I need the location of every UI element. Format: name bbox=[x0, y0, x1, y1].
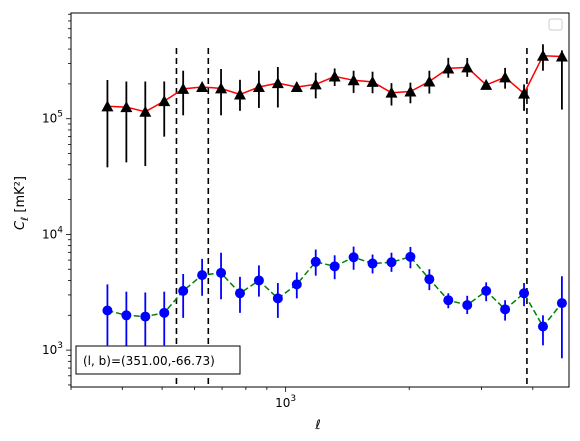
series-2-point bbox=[348, 252, 359, 263]
series-2-point bbox=[159, 307, 170, 318]
series-1-point bbox=[120, 101, 133, 113]
series-2-point bbox=[500, 304, 511, 315]
series-2-point bbox=[481, 285, 492, 296]
series-1-point bbox=[271, 77, 284, 89]
series-1-point bbox=[252, 81, 265, 93]
y-axis-label: Cℓ [mK²] bbox=[13, 176, 31, 230]
series-2-point bbox=[310, 256, 321, 267]
series-2-point bbox=[462, 300, 473, 311]
series-1-point bbox=[536, 49, 549, 61]
plot-area-frame bbox=[70, 12, 570, 388]
series-1-point bbox=[442, 62, 455, 74]
series-2-point bbox=[537, 321, 548, 332]
series-2-point bbox=[329, 261, 340, 272]
series-1-point bbox=[347, 74, 360, 86]
series-1-point bbox=[404, 85, 417, 97]
series-2-point bbox=[253, 275, 264, 286]
y-tick-label: 105 bbox=[42, 110, 63, 126]
x-tick-label: 103 bbox=[275, 394, 296, 410]
y-tick-label: 104 bbox=[42, 225, 63, 241]
series-2-point bbox=[367, 258, 378, 269]
series-1-point bbox=[215, 82, 228, 94]
annotation-text: (l, b)=(351.00,-66.73) bbox=[83, 354, 215, 368]
series-2-point bbox=[197, 270, 208, 281]
series-2-point bbox=[140, 311, 151, 322]
series-2-point bbox=[216, 267, 227, 278]
series-2-point bbox=[234, 288, 245, 299]
data-series bbox=[101, 44, 568, 359]
series-2-point bbox=[121, 310, 132, 321]
series-1-point bbox=[499, 71, 512, 83]
series-1-point bbox=[385, 86, 398, 98]
series-2-point bbox=[178, 285, 189, 296]
vertical-reference-lines bbox=[175, 48, 528, 387]
series-2-point bbox=[405, 251, 416, 262]
series-1-point bbox=[158, 95, 171, 107]
series-1-point bbox=[328, 70, 341, 82]
annotation-box: (l, b)=(351.00,-66.73) bbox=[75, 345, 241, 375]
legend-box bbox=[548, 18, 563, 31]
series-1-point bbox=[461, 61, 474, 73]
series-1-point bbox=[480, 78, 493, 90]
axis-ticks: 103 104 105 103 bbox=[42, 13, 534, 410]
series-1-point bbox=[423, 75, 436, 87]
series-2-point bbox=[102, 305, 113, 316]
series-2-point bbox=[291, 279, 302, 290]
series-2-point bbox=[386, 257, 397, 268]
series-2-point bbox=[272, 293, 283, 304]
series-2-point bbox=[519, 288, 530, 299]
series-1-point bbox=[196, 81, 209, 93]
series-1-point bbox=[139, 105, 152, 117]
series-2-point bbox=[424, 274, 435, 285]
series-1-point bbox=[555, 50, 568, 62]
series-1-point bbox=[290, 81, 303, 93]
series-1-point bbox=[518, 87, 531, 99]
x-axis-label: ℓ bbox=[314, 418, 320, 433]
series-2-point bbox=[443, 295, 454, 306]
series-1-point bbox=[366, 75, 379, 87]
y-tick-label: 103 bbox=[42, 341, 63, 357]
series-1-point bbox=[309, 78, 322, 90]
series-1-point bbox=[101, 100, 114, 112]
series-1-point bbox=[233, 88, 246, 100]
series-1-point bbox=[177, 82, 190, 94]
series-2-point bbox=[556, 298, 567, 309]
